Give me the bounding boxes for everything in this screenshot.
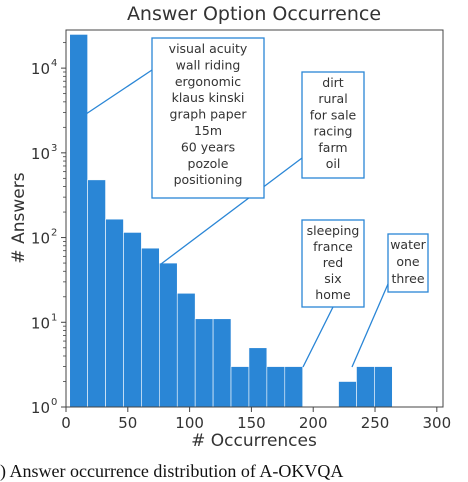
histogram-bar-3 xyxy=(123,232,142,408)
x-axis-label: # Occurrences xyxy=(191,431,317,451)
annotation-text: wall riding xyxy=(176,57,241,72)
histogram-bar-15 xyxy=(338,381,357,408)
x-axis: 0 50 100 150 200 250 300 xyxy=(61,407,451,432)
x-tick-label: 50 xyxy=(118,414,137,432)
y-tick-label: 10 xyxy=(31,145,50,163)
annotation-leader-2 xyxy=(302,306,334,368)
annotation-frame xyxy=(301,219,365,308)
annotation-text: pozole xyxy=(188,156,229,171)
histogram-bar-11 xyxy=(266,366,286,408)
annotation-leader-3 xyxy=(351,283,389,368)
annotation-text: farm xyxy=(318,140,347,155)
x-tick-label: 250 xyxy=(361,414,390,432)
annotation-text: visual acuity xyxy=(169,41,248,56)
x-tick-label: 150 xyxy=(237,414,266,432)
annotation-text: 15m xyxy=(194,123,222,138)
x-tick-label: 200 xyxy=(299,414,328,432)
annotation-leaders xyxy=(85,69,389,368)
annotation-text: six xyxy=(324,271,341,286)
annotation-text: home xyxy=(315,287,351,302)
annotation-frame xyxy=(301,71,365,179)
figure-caption: ) Answer occurrence distribution of A-OK… xyxy=(0,461,343,482)
y-tick-exponent: 0 xyxy=(51,397,57,408)
histogram-bar-10 xyxy=(248,347,268,408)
plot-frame xyxy=(65,29,444,408)
annotation-text: red xyxy=(323,255,344,270)
y-tick-exponent: 1 xyxy=(51,312,57,323)
annotation-text: for sale xyxy=(310,107,357,122)
annotation-text: dirt xyxy=(322,75,344,90)
y-tick-label: 10 xyxy=(31,60,50,78)
annotation-leader-1 xyxy=(160,157,303,265)
histogram-bar-17 xyxy=(374,366,393,408)
annotation-text: one xyxy=(396,254,420,269)
annotation-frame xyxy=(151,37,265,199)
annotation-text: france xyxy=(313,239,353,254)
x-tick-label: 300 xyxy=(422,414,451,432)
annotation-text: graph paper xyxy=(170,107,248,122)
y-tick-label: 10 xyxy=(31,399,50,417)
annotation-text: oil xyxy=(326,156,341,171)
histogram-bar-5 xyxy=(159,262,178,408)
histogram-bar-0 xyxy=(69,34,88,408)
y-tick-label: 10 xyxy=(31,314,50,332)
histogram-bar-6 xyxy=(176,292,196,408)
annotation-text: 60 years xyxy=(181,139,235,154)
annotation-text: ergonomic xyxy=(175,74,241,89)
histogram-bar-4 xyxy=(141,247,160,408)
y-tick-exponent: 2 xyxy=(51,228,57,239)
annotation-text: rural xyxy=(318,91,347,106)
x-tick-label: 100 xyxy=(175,414,204,432)
y-tick-label: 10 xyxy=(31,230,50,248)
x-tick-label: 0 xyxy=(61,414,71,432)
histogram-bar-8 xyxy=(212,318,232,408)
histogram-bar-2 xyxy=(105,218,124,408)
annotation-text: three xyxy=(391,271,424,286)
y-tick-exponent: 4 xyxy=(51,58,57,69)
histogram-bar-12 xyxy=(284,366,304,408)
histogram-bar-7 xyxy=(194,318,214,408)
histogram-bar-1 xyxy=(87,179,106,408)
y-tick-exponent: 3 xyxy=(51,143,57,154)
annotation-text: klaus kinski xyxy=(172,90,245,105)
annotation-frame xyxy=(387,233,429,293)
annotation-text: positioning xyxy=(174,172,243,187)
histogram-bar-9 xyxy=(230,366,250,408)
annotation-text: sleeping xyxy=(307,223,360,238)
y-axis-label: # Answers xyxy=(9,172,29,263)
bars-layer xyxy=(69,34,393,408)
histogram-bar-16 xyxy=(356,366,375,408)
annotation-leader-0 xyxy=(85,69,153,115)
chart-title: Answer Option Occurrence xyxy=(127,3,381,25)
annotation-text: water xyxy=(390,237,426,252)
annotation-box-3: water one three xyxy=(387,233,429,293)
annotation-text: racing xyxy=(313,124,352,139)
